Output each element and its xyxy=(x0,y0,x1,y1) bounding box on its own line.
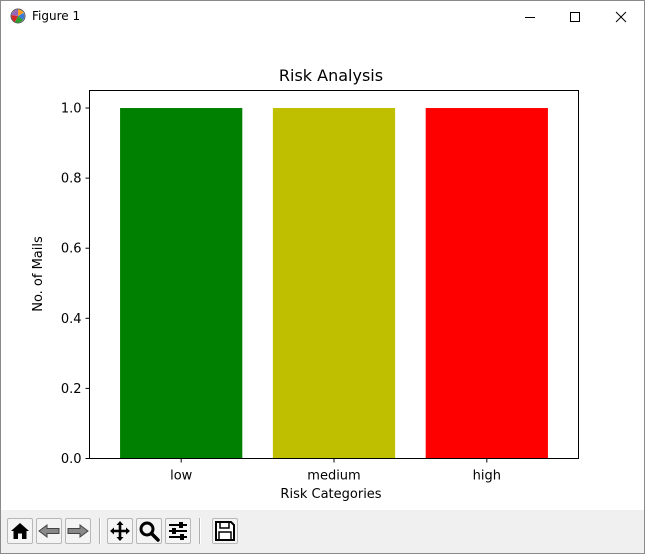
move-icon xyxy=(110,521,130,541)
navigation-toolbar xyxy=(1,510,644,553)
minimize-icon xyxy=(525,16,535,18)
back-arrow-icon xyxy=(38,524,60,538)
forward-button[interactable] xyxy=(65,518,91,544)
y-tick-label: 0.0 xyxy=(61,452,82,467)
toolbar-separator xyxy=(199,518,201,544)
maximize-button[interactable] xyxy=(552,1,598,32)
close-icon xyxy=(615,11,627,22)
x-tick-label: high xyxy=(473,469,501,484)
window-title: Figure 1 xyxy=(32,9,81,23)
y-tick-label: 1.0 xyxy=(61,102,82,117)
y-tick-label: 0.6 xyxy=(61,242,82,257)
floppy-disk-icon xyxy=(215,521,235,541)
close-button[interactable] xyxy=(598,1,644,32)
minimize-button[interactable] xyxy=(507,1,553,32)
axes-frame xyxy=(89,90,579,459)
forward-arrow-icon xyxy=(67,524,89,538)
save-button[interactable] xyxy=(212,518,238,544)
back-button[interactable] xyxy=(36,518,62,544)
pan-button[interactable] xyxy=(107,518,133,544)
magnifier-icon xyxy=(139,521,160,542)
bar-low xyxy=(120,108,243,459)
y-tick-label: 0.4 xyxy=(61,312,82,327)
chart-title: Risk Analysis xyxy=(279,66,383,85)
matplotlib-logo-icon xyxy=(10,8,26,24)
y-axis-label: No. of Mails xyxy=(31,236,46,312)
bar-high xyxy=(425,108,548,459)
maximize-icon xyxy=(570,11,580,22)
bar-medium xyxy=(272,108,396,459)
zoom-button[interactable] xyxy=(136,518,162,544)
x-tick-label: low xyxy=(170,469,193,484)
home-icon xyxy=(11,523,29,539)
sliders-icon xyxy=(169,522,187,540)
title-bar[interactable]: Figure 1 xyxy=(1,1,644,32)
y-tick-label: 0.8 xyxy=(61,172,82,187)
toolbar-separator xyxy=(99,518,101,544)
home-button[interactable] xyxy=(7,518,33,544)
configure-subplots-button[interactable] xyxy=(165,518,191,544)
bar-chart: Risk Analysis low medium high 0.0 0.2 0.4 0.6 0… xyxy=(31,66,579,502)
figure-canvas[interactable]: Risk Analysis low medium high 0.0 0.2 0.4 0.6 0… xyxy=(1,32,644,510)
y-tick-label: 0.2 xyxy=(61,382,82,397)
x-tick-label: medium xyxy=(307,469,360,484)
x-axis-label: Risk Categories xyxy=(280,487,381,502)
